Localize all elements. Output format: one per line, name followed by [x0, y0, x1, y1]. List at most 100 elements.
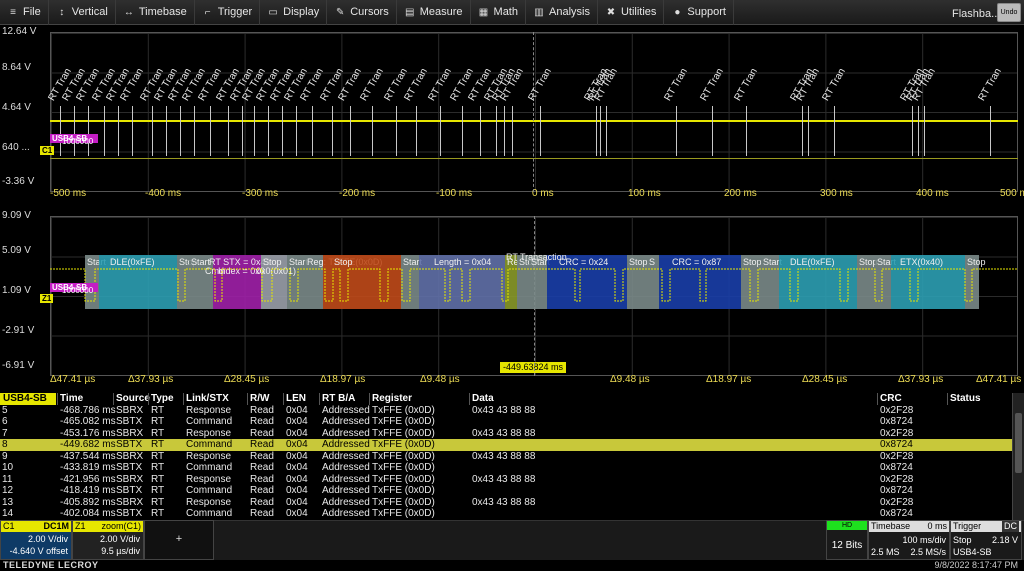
table-cell: RT — [151, 439, 165, 451]
table-cell: 0x2F28 — [880, 450, 914, 462]
table-cell: Addressed — [322, 496, 370, 508]
decode-segment[interactable] — [99, 255, 177, 309]
decode-table[interactable]: USB4-SB Time Source Type Link/STX R/W LEN RT B/… — [0, 393, 1012, 520]
column-header-r-w[interactable]: R/W — [250, 393, 270, 404]
table-row[interactable]: 12 -418.419 ms SBTX RT Command Read 0x04 Addres… — [0, 485, 1012, 496]
flashback-button[interactable]: Flashba... — [952, 8, 1001, 20]
trigger-source: USB4-SB — [953, 547, 992, 557]
table-cell: Command — [186, 508, 233, 520]
decode-segment-label: DLE(0xFE) — [110, 257, 155, 267]
main-waveform-grid[interactable] — [50, 32, 1018, 192]
decode-segment-label: S — [649, 257, 656, 267]
column-separator — [469, 393, 470, 405]
menu-analysis[interactable]: ▥ Analysis — [526, 0, 598, 25]
column-header-data[interactable]: Data — [472, 393, 494, 404]
table-row[interactable]: 11 -421.956 ms SBRX RT Response Read 0x04 Addre… — [0, 474, 1012, 485]
table-row[interactable]: 8 -449.682 ms SBTX RT Command Read 0x04 Address… — [0, 439, 1012, 451]
table-row[interactable]: 7 -453.176 ms SBRX RT Response Read 0x04 Addres… — [0, 428, 1012, 439]
menu-cursors[interactable]: ✎ Cursors — [327, 0, 397, 25]
trigger-position-line — [533, 32, 534, 192]
table-row[interactable]: 13 -405.892 ms SBRX RT Response Read 0x04 Addre… — [0, 497, 1012, 508]
rt-transaction-tick — [440, 106, 441, 156]
usb4-sb-zoom-marker[interactable]: USB4-SB — [50, 283, 98, 292]
table-cell: SBRX — [116, 405, 144, 416]
table-cell: SBTX — [116, 462, 143, 474]
menu-utilities[interactable]: ✖ Utilities — [598, 0, 665, 25]
usb4-sb-marker[interactable]: USB4-SB — [50, 134, 98, 143]
menu-measure[interactable]: ▤ Measure — [397, 0, 471, 25]
top-y-label: 12.64 V — [2, 26, 37, 37]
column-header-link-stx[interactable]: Link/STX — [186, 393, 229, 404]
decode-segment[interactable] — [213, 255, 261, 309]
bottom-y-label: -6.91 V — [2, 360, 35, 371]
table-row[interactable]: 14 -402.084 ms SBTX RT Command Read 0x04 Addres… — [0, 508, 1012, 519]
table-cell: Read — [250, 508, 274, 520]
table-cell: -437.544 ms — [60, 450, 116, 462]
add-channel-button[interactable]: + — [144, 520, 214, 560]
decode-segment[interactable] — [891, 255, 965, 309]
scrollbar-thumb[interactable] — [1015, 413, 1022, 473]
table-cell: 11 — [2, 473, 13, 485]
table-cell: TxFFE (0x0D) — [372, 439, 435, 451]
rt-transaction-tick — [396, 106, 397, 156]
top-x-label: 0 ms — [532, 188, 554, 199]
column-header-rt-b-a[interactable]: RT B/A — [322, 393, 356, 404]
timebase-samples: 2.5 MS — [871, 547, 900, 557]
menu-trigger[interactable]: ⌐ Trigger — [195, 0, 261, 25]
table-row[interactable]: 10 -433.819 ms SBTX RT Command Read 0x04 Addres… — [0, 462, 1012, 473]
table-cell: -433.819 ms — [60, 462, 116, 474]
decode-segment[interactable] — [779, 255, 857, 309]
table-scrollbar[interactable] — [1012, 393, 1024, 520]
rt-transaction-tick — [296, 106, 297, 156]
top-x-label: -200 ms — [339, 188, 376, 199]
table-cell: TxFFE (0x0D) — [372, 462, 435, 474]
column-header-type[interactable]: Type — [151, 393, 174, 404]
rt-transaction-tick — [808, 106, 809, 156]
table-cell: SBTX — [116, 416, 143, 428]
menu-display[interactable]: ▭ Display — [260, 0, 328, 25]
table-row[interactable]: 9 -437.544 ms SBRX RT Response Read 0x04 Addres… — [0, 451, 1012, 462]
column-header-register[interactable]: Register — [372, 393, 413, 404]
timebase-descriptor[interactable]: Timebase 0 ms 100 ms/div 2.5 MS 2.5 MS/s — [868, 520, 950, 560]
column-header-source[interactable]: Source — [116, 393, 150, 404]
decode-segment-label: Stop — [629, 257, 648, 267]
undo-button[interactable]: Undo — [997, 3, 1021, 22]
decode-segment[interactable] — [189, 255, 213, 309]
table-cell: Read — [250, 485, 274, 497]
menu-vertical[interactable]: ↕ Vertical — [49, 0, 116, 25]
table-row[interactable]: 5 -468.786 ms SBRX RT Response Read 0x04 Addres… — [0, 405, 1012, 416]
column-header-len[interactable]: LEN — [286, 393, 306, 404]
datetime: 9/8/2022 8:17:47 PM — [934, 560, 1018, 570]
column-header-crc[interactable]: CRC — [880, 393, 902, 404]
menu-math[interactable]: ▦ Math — [471, 0, 526, 25]
column-header-status[interactable]: Status — [950, 393, 981, 404]
z1-descriptor[interactable]: Z1 zoom(C1) 2.00 V/div 9.5 µs/div — [72, 520, 144, 560]
rt-transaction-tick — [540, 106, 541, 156]
menu-label: Timebase — [138, 6, 187, 18]
column-separator — [183, 393, 184, 405]
decode-segment[interactable] — [261, 255, 287, 309]
decode-segment[interactable] — [547, 255, 627, 309]
table-cell: 0x04 — [286, 439, 308, 451]
decode-sublabel: RT Transaction — [506, 252, 567, 262]
decode-segment[interactable] — [857, 255, 875, 309]
c1-marker[interactable]: C1 — [40, 146, 55, 155]
acquisition-descriptor[interactable]: HD 12 Bits — [826, 520, 868, 560]
menu-label: Utilities — [620, 6, 657, 18]
menu-timebase[interactable]: ↔ Timebase — [116, 0, 195, 25]
z1-marker[interactable]: Z1 — [40, 294, 54, 303]
trigger-descriptor[interactable]: Trigger DC Stop 2.18 V USB4-SB — [950, 520, 1022, 560]
column-header-time[interactable]: Time — [60, 393, 84, 404]
c1-descriptor[interactable]: C1 DC1M 2.00 V/div -4.640 V offset — [0, 520, 72, 560]
rt-transaction-tick — [118, 106, 119, 156]
top-y-label: 4.64 V — [2, 102, 31, 113]
table-row[interactable]: 6 -465.082 ms SBTX RT Command Read 0x04 Address… — [0, 416, 1012, 427]
bottom-x-label: Δ47.41 µs — [976, 374, 1022, 385]
menu-file[interactable]: ≡ File — [0, 0, 49, 25]
column-separator — [369, 393, 370, 405]
menu-support[interactable]: ● Support — [664, 0, 734, 25]
table-cell: 6 — [2, 416, 8, 428]
table-cell: -421.956 ms — [60, 473, 116, 485]
menu-label: Trigger — [217, 6, 253, 18]
